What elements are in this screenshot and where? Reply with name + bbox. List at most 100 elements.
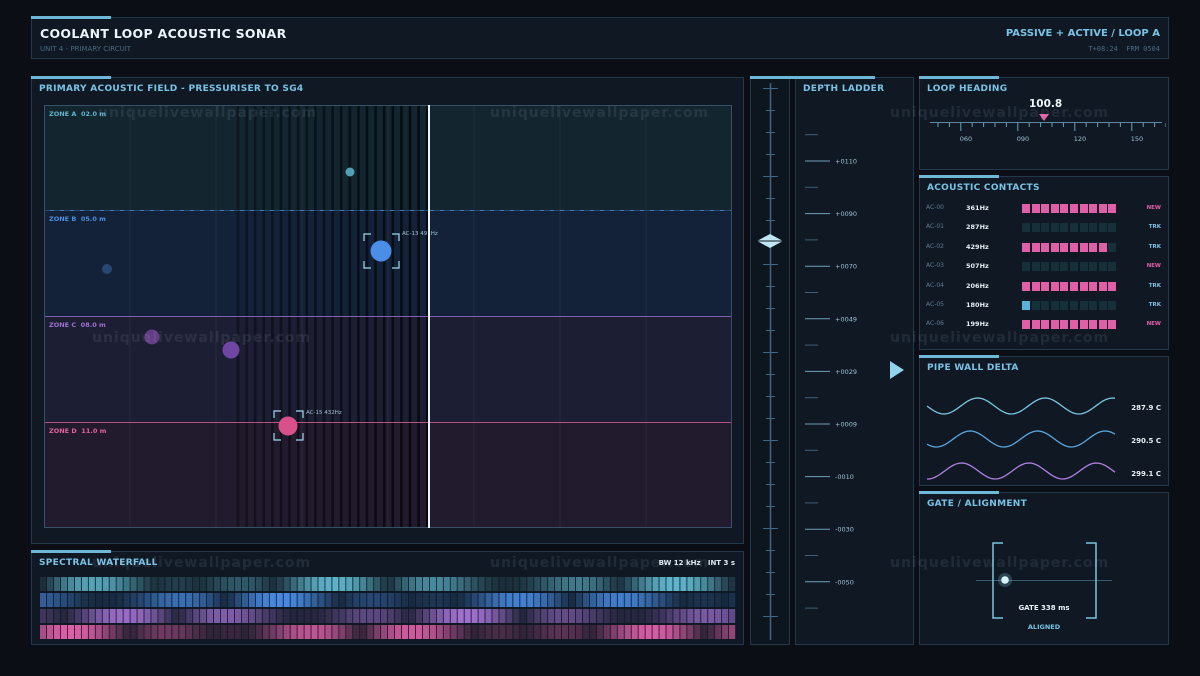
contact-status: TRK bbox=[1148, 302, 1161, 308]
contact-frequency: 429Hz bbox=[966, 242, 989, 251]
contact-id: AC-05 bbox=[926, 301, 944, 308]
contact-row[interactable]: AC-04 206Hz TRK bbox=[920, 280, 1168, 294]
level-segment bbox=[1108, 320, 1117, 330]
contact-frequency: 206Hz bbox=[966, 281, 989, 290]
contact-level-bar bbox=[1022, 204, 1122, 213]
zone-a-label: ZONE A 02.0 m bbox=[49, 110, 106, 118]
acoustic-field-plot[interactable]: ZONE A 02.0 m ZONE B 05.0 m ZONE C 08.0 … bbox=[44, 105, 733, 528]
level-segment bbox=[1070, 204, 1078, 213]
level-segment bbox=[1041, 204, 1050, 213]
level-segment bbox=[1041, 301, 1050, 310]
level-segment bbox=[1098, 262, 1107, 272]
target-d-label: AC-15 432Hz bbox=[306, 410, 342, 416]
level-segment bbox=[1108, 281, 1117, 291]
contact-row[interactable]: AC-03 507Hz NEW bbox=[920, 260, 1168, 274]
contact-row[interactable]: AC-05 180Hz TRK bbox=[920, 299, 1168, 313]
level-segment bbox=[1089, 320, 1098, 330]
level-segment bbox=[1041, 242, 1050, 252]
contact-id: AC-03 bbox=[926, 262, 944, 270]
gate-status: ALIGNED bbox=[1027, 623, 1061, 631]
level-segment bbox=[1089, 204, 1098, 213]
level-segment bbox=[1098, 223, 1107, 233]
contact-status: TRK bbox=[1148, 243, 1161, 250]
target-b-label: AC-13 491Hz bbox=[402, 231, 438, 237]
contact-status: TRK bbox=[1148, 224, 1161, 231]
level-segment bbox=[1098, 281, 1107, 291]
level-segment bbox=[1060, 281, 1069, 291]
contact-blip[interactable] bbox=[345, 167, 355, 177]
contact-id: AC-06 bbox=[926, 320, 944, 328]
pipe-wall-panel: PIPE WALL DELTA 287.9 C 290.5 C 299.1 C bbox=[919, 355, 1169, 486]
level-segment bbox=[1060, 242, 1069, 252]
mode-label: PASSIVE + ACTIVE / LOOP A bbox=[1005, 28, 1160, 39]
contact-frequency: 287Hz bbox=[966, 223, 989, 232]
heading-tick-label: 150 bbox=[1131, 135, 1143, 143]
contact-blip-target-b[interactable] bbox=[370, 240, 392, 262]
target-bracket-d bbox=[273, 410, 304, 441]
level-segment bbox=[1031, 242, 1040, 252]
level-segment bbox=[1070, 242, 1078, 252]
level-segment bbox=[1060, 223, 1069, 233]
contact-status: NEW bbox=[1146, 205, 1161, 211]
level-segment bbox=[1031, 262, 1040, 272]
level-segment bbox=[1098, 301, 1107, 310]
contact-frequency: 180Hz bbox=[966, 301, 989, 309]
depth-tick-label: +0070 bbox=[835, 263, 857, 271]
pipe-wave-line bbox=[926, 462, 1116, 480]
heading-value: 100.8 bbox=[1029, 98, 1063, 110]
depth-scale-panel bbox=[750, 76, 830, 645]
target-bracket-b bbox=[363, 233, 400, 269]
level-segment bbox=[1079, 242, 1088, 252]
level-segment bbox=[1070, 320, 1078, 330]
level-segment bbox=[1098, 242, 1107, 252]
level-segment bbox=[1022, 301, 1030, 310]
clock-readout: T+08:24 FRM 0504 bbox=[1088, 45, 1160, 53]
level-segment bbox=[1089, 223, 1098, 233]
heading-tape[interactable]: 060 090 120 150 bbox=[926, 110, 1166, 150]
level-segment bbox=[1050, 204, 1059, 213]
level-segment bbox=[1031, 281, 1040, 291]
contact-level-bar bbox=[1022, 223, 1122, 233]
pipe-wall-waves bbox=[926, 397, 1116, 480]
contact-blip[interactable] bbox=[222, 341, 240, 359]
contact-row[interactable]: AC-00 361Hz NEW bbox=[920, 202, 1168, 216]
depth-ladder-title: DEPTH LADDER bbox=[803, 84, 885, 94]
level-segment bbox=[1022, 204, 1030, 213]
level-segment bbox=[1098, 320, 1107, 330]
contact-level-bar bbox=[1022, 320, 1122, 330]
level-segment bbox=[1089, 262, 1098, 272]
play-arrow-icon[interactable] bbox=[888, 360, 906, 380]
level-segment bbox=[1041, 223, 1050, 233]
level-segment bbox=[1050, 320, 1059, 330]
depth-tick-label: -0030 bbox=[835, 526, 854, 534]
pipe-wave-line bbox=[926, 430, 1116, 448]
gate-reticle[interactable] bbox=[920, 493, 1168, 644]
contact-row[interactable]: AC-02 429Hz TRK bbox=[920, 241, 1168, 255]
depth-tick-label: +0090 bbox=[835, 210, 857, 218]
waterfall-spectrogram[interactable] bbox=[40, 577, 736, 641]
level-segment bbox=[1022, 281, 1030, 291]
level-segment bbox=[1060, 204, 1069, 213]
level-segment bbox=[1050, 301, 1059, 310]
app-title: COOLANT LOOP ACOUSTIC SONAR bbox=[40, 26, 287, 41]
level-segment bbox=[1079, 262, 1088, 272]
level-segment bbox=[1050, 223, 1059, 233]
contact-status: TRK bbox=[1148, 282, 1161, 289]
level-segment bbox=[1079, 320, 1088, 330]
contact-blip[interactable] bbox=[144, 329, 160, 345]
level-segment bbox=[1022, 242, 1030, 252]
gate-panel: GATE / ALIGNMENT GATE 338 ms ALIGNED bbox=[919, 491, 1169, 645]
contact-blip-target-d[interactable] bbox=[278, 416, 298, 436]
contact-blip[interactable] bbox=[102, 264, 112, 274]
contact-status: NEW bbox=[1146, 263, 1161, 270]
level-segment bbox=[1089, 281, 1098, 291]
contact-row[interactable]: AC-01 287Hz TRK bbox=[920, 221, 1168, 235]
contact-level-bar bbox=[1022, 281, 1122, 291]
pipe-wall-title: PIPE WALL DELTA bbox=[927, 363, 1019, 373]
app-subtitle: UNIT 4 - PRIMARY CIRCUIT bbox=[40, 45, 132, 53]
level-segment bbox=[1089, 242, 1098, 252]
contact-status: NEW bbox=[1146, 321, 1161, 328]
level-segment bbox=[1098, 204, 1107, 213]
contact-row[interactable]: AC-06 199Hz NEW bbox=[920, 318, 1168, 332]
level-segment bbox=[1089, 301, 1098, 310]
